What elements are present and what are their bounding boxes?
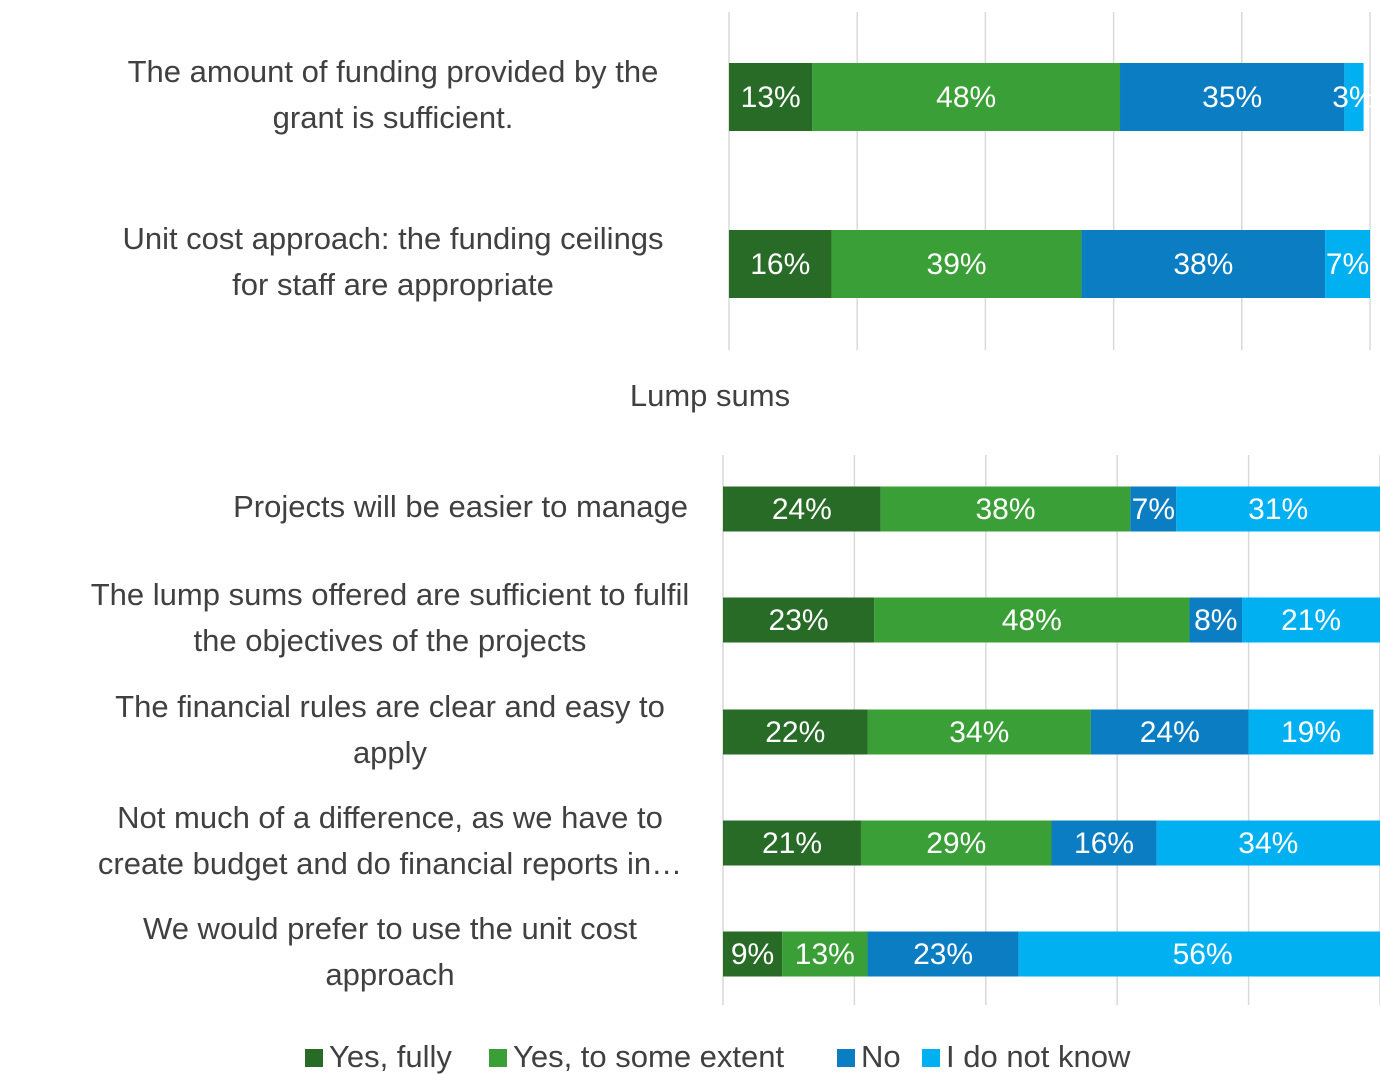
- data-label: 38%: [1173, 248, 1233, 281]
- legend-swatch: [489, 1049, 507, 1067]
- bar-segment: [1176, 486, 1380, 532]
- y-tick-label: apply: [353, 735, 428, 770]
- data-label: 48%: [936, 81, 996, 114]
- bar-segment: [729, 230, 832, 298]
- data-label: 23%: [913, 938, 973, 971]
- bar-segment: [867, 709, 1091, 755]
- data-label: 16%: [750, 248, 810, 281]
- data-label: 29%: [926, 827, 986, 860]
- bar-segment: [1325, 230, 1370, 298]
- bar-segment: [723, 486, 881, 532]
- bar-segment: [1248, 709, 1374, 755]
- data-label: 13%: [741, 81, 801, 114]
- data-label: 16%: [1074, 827, 1134, 860]
- legend-label: Yes, to some extent: [513, 1039, 785, 1074]
- bar-segment: [1156, 820, 1380, 866]
- bar-segment: [1130, 486, 1177, 532]
- chart-title: Lump sums: [630, 378, 790, 413]
- bar-segment: [1189, 597, 1243, 643]
- data-label: 24%: [772, 493, 832, 526]
- bar-segment: [723, 931, 783, 977]
- bar-segment: [860, 820, 1052, 866]
- bar-segment: [723, 820, 861, 866]
- y-tick-label: Not much of a difference, as we have to: [117, 800, 663, 835]
- bar-segment: [831, 230, 1082, 298]
- y-tick-label: The amount of funding provided by the: [128, 54, 659, 89]
- y-tick-label: grant is sufficient.: [273, 100, 514, 135]
- y-tick-label: We would prefer to use the unit cost: [143, 911, 637, 946]
- bar-segment: [874, 597, 1190, 643]
- data-label: 7%: [1132, 493, 1175, 526]
- bar-segment: [1344, 63, 1364, 131]
- data-label: 9%: [731, 938, 774, 971]
- legend-label: Yes, fully: [329, 1039, 452, 1074]
- bar-segment: [867, 931, 1019, 977]
- bar-segment: [1242, 597, 1380, 643]
- data-label: 7%: [1326, 248, 1369, 281]
- y-tick-label: The financial rules are clear and easy t…: [115, 689, 665, 724]
- legend-swatch: [922, 1049, 940, 1067]
- data-label: 34%: [949, 716, 1009, 749]
- data-label: 8%: [1194, 604, 1237, 637]
- bar-segment: [1018, 931, 1380, 977]
- data-label: 3%: [1332, 81, 1375, 114]
- data-label: 31%: [1248, 493, 1308, 526]
- y-tick-label: create budget and do financial reports i…: [98, 846, 682, 881]
- bar-segment: [1051, 820, 1157, 866]
- bar-segment: [1120, 63, 1345, 131]
- bar-segment: [1081, 230, 1326, 298]
- data-label: 39%: [927, 248, 987, 281]
- data-label: 23%: [769, 604, 829, 637]
- data-label: 34%: [1238, 827, 1298, 860]
- bar-segment: [812, 63, 1121, 131]
- legend-swatch: [305, 1049, 323, 1067]
- y-tick-label: for staff are appropriate: [232, 267, 554, 302]
- data-label: 21%: [762, 827, 822, 860]
- data-label: 13%: [795, 938, 855, 971]
- y-tick-label: approach: [325, 957, 454, 992]
- bar-segment: [880, 486, 1131, 532]
- data-label: 35%: [1202, 81, 1262, 114]
- bar-segment: [723, 709, 868, 755]
- y-tick-label: the objectives of the projects: [194, 623, 587, 658]
- legend-label: I do not know: [946, 1039, 1131, 1074]
- y-tick-label: The lump sums offered are sufficient to …: [91, 577, 689, 612]
- bar-segment: [1090, 709, 1249, 755]
- data-label: 56%: [1173, 938, 1233, 971]
- legend-swatch: [837, 1049, 855, 1067]
- legend-label: No: [861, 1039, 901, 1074]
- data-label: 22%: [765, 716, 825, 749]
- data-label: 48%: [1002, 604, 1062, 637]
- y-tick-label: Projects will be easier to manage: [233, 489, 688, 524]
- data-label: 24%: [1140, 716, 1200, 749]
- bar-segment: [782, 931, 868, 977]
- y-tick-label: Unit cost approach: the funding ceilings: [122, 221, 663, 256]
- data-label: 21%: [1281, 604, 1341, 637]
- bar-segment: [723, 597, 875, 643]
- bar-segment: [729, 63, 813, 131]
- data-label: 38%: [975, 493, 1035, 526]
- data-label: 19%: [1281, 716, 1341, 749]
